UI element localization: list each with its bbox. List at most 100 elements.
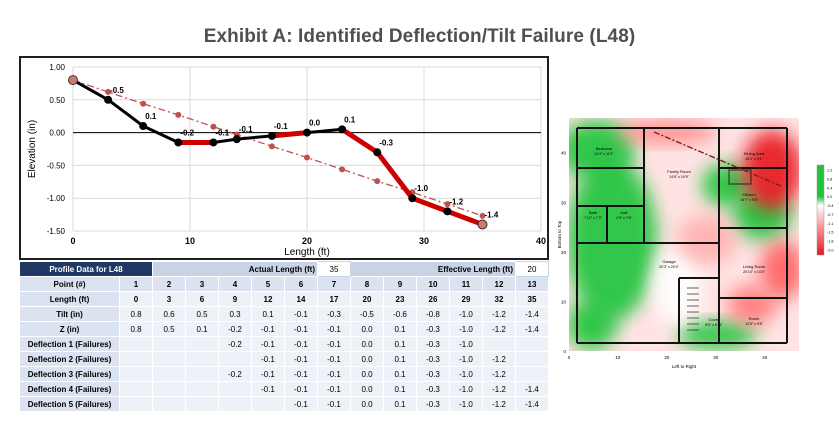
table-cell: -1.2 [482,366,516,382]
measured-point [338,125,347,134]
table-cell: 0 [119,291,153,307]
measured-point [139,122,148,131]
table-cell: 10 [416,276,450,292]
effective-length-value: 20 [515,261,549,277]
table-cell: -0.1 [284,366,318,382]
measured-point [104,95,113,104]
room-name: Room [749,316,760,321]
y-tick-label: -0.50 [47,161,66,170]
table-cell [119,396,153,412]
table-cell [152,351,186,367]
table-cell: -0.8 [416,306,450,322]
table-cell: -0.3 [416,336,450,352]
colorbar-tick: -1.1 [827,222,834,226]
table-cell: 12 [482,276,516,292]
room-name: Garage [662,259,676,264]
heat-blob [742,130,799,210]
heat-blob [617,120,717,144]
room-name: Living Room [743,264,766,269]
fp-y-tick: 0 [563,349,566,354]
reference-point [210,123,217,130]
table-cell: 0.1 [383,351,417,367]
y-tick-label: 1.00 [49,63,65,72]
fp-y-title: Bottom to Top [557,220,562,248]
colorbar-tick: -2.0 [827,249,834,253]
data-label: -0.1 [274,122,288,131]
x-tick-label: 40 [536,236,546,246]
table-cell [185,351,219,367]
room-dims: 10'3" x 9'1" [745,157,763,161]
table-cell [218,381,252,397]
table-cell: 0.0 [350,336,384,352]
table-cell [119,381,153,397]
table-cell: 8 [350,276,384,292]
table-cell: 0.0 [350,351,384,367]
table-cell: 23 [383,291,417,307]
fp-x-tick: 20 [664,355,670,360]
table-cell: 6 [284,276,318,292]
table-cell [251,396,285,412]
table-cell: -1.0 [449,336,483,352]
table-cell: 0.8 [119,321,153,337]
table-cell: -0.1 [251,321,285,337]
fp-x-tick: 30 [713,355,719,360]
row-label: Point (#) [19,276,120,292]
heat-blob [677,215,737,265]
fp-x-tick: 10 [615,355,621,360]
row-label: Tilt (in) [19,306,120,322]
row-label: Deflection 1 (Failures) [19,336,120,352]
table-cell: 4 [218,276,252,292]
table-cell [152,381,186,397]
fp-x-title: Left to Right [672,364,697,369]
room-name: Kitchen [742,192,755,197]
table-cell: 14 [284,291,318,307]
profile-line [653,131,782,187]
reference-point [479,212,486,219]
x-axis-title: Length (ft) [284,247,330,258]
table-cell: -0.1 [317,366,351,382]
table-cell: 0.1 [185,321,219,337]
table-cell: -1.2 [482,351,516,367]
table-header-row: Profile Data for L48 Actual Length (ft) … [19,261,549,277]
table-cell: 17 [317,291,351,307]
table-cell: -0.1 [317,336,351,352]
table-cell: -0.3 [416,366,450,382]
measured-point [209,138,218,147]
table-cell: -0.3 [317,306,351,322]
room-name: Dining Area [744,151,765,156]
table-cell: -0.1 [284,381,318,397]
row-label: Z (in) [19,321,120,337]
table-cell: 0.6 [152,306,186,322]
table-row: Deflection 1 (Failures) -0.2 -0.1 -0.1 -0.1 0… [19,336,549,352]
chart-svg: 0 10 20 30 40 1.00 0.50 0.00 -0.50 -1.00 -1.50 Leng… [27,63,546,258]
reference-point [444,201,451,208]
table-cell [119,351,153,367]
measured-point [68,75,78,86]
table-cell [185,366,219,382]
page-title: Exhibit A: Identified Deflection/Tilt Fa… [203,26,636,47]
table-cell [218,351,252,367]
table-cell: -0.2 [218,336,252,352]
table-cell: -0.1 [317,396,351,412]
table-cell: 20 [350,291,384,307]
table-cell: -0.1 [284,336,318,352]
data-label: -1.2 [449,197,463,206]
reference-point [374,178,381,185]
room-dims: 14'7" x 9'5" [740,198,758,202]
actual-length-value: 35 [317,261,351,277]
table-body: Profile Data for L48 Actual Length (ft) … [19,261,549,412]
room-name: Cover [709,317,720,322]
table-row: Length (ft) 0 3 6 9 12 14 17 20 23 26 29 32 35 [19,291,549,307]
y-axis-title: Elevation (in) [27,120,38,178]
failure-segment [444,208,485,227]
heat-blob [569,160,657,320]
table-cell: 32 [482,291,516,307]
table-cell: 0.1 [383,381,417,397]
fp-y-tick: 30 [561,200,567,205]
room-dims: 20'10" x 14'4" [743,270,765,274]
table-cell: -0.1 [284,351,318,367]
room-dims: 14'8" x 19'9" [669,175,689,179]
table-cell: 0.8 [119,306,153,322]
table-cell [152,336,186,352]
table-cell: 2 [152,276,186,292]
